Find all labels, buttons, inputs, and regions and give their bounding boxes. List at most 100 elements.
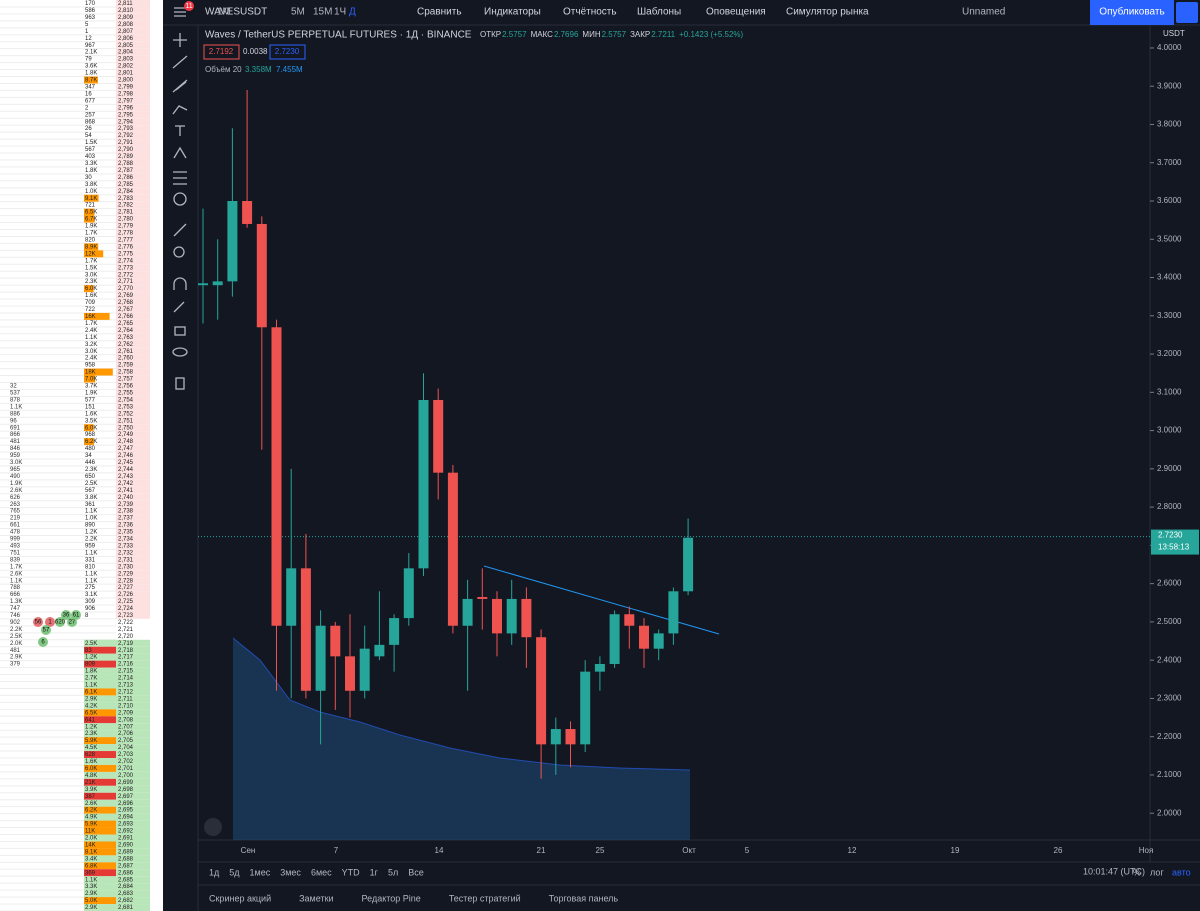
price-cell bbox=[116, 674, 150, 682]
bid-cell bbox=[84, 639, 116, 647]
candle-body bbox=[433, 399, 444, 473]
price: 2,744 bbox=[118, 467, 134, 473]
range-button[interactable]: 1мес bbox=[250, 867, 271, 877]
bubble-label: 61 bbox=[73, 613, 80, 619]
range-button[interactable]: 6мес bbox=[311, 867, 332, 877]
price-cell bbox=[116, 535, 150, 543]
price: 2,733 bbox=[118, 543, 134, 549]
price: 2,731 bbox=[118, 557, 134, 563]
price-cell bbox=[116, 396, 150, 404]
range-button[interactable]: 5д bbox=[229, 867, 240, 877]
price-cell bbox=[116, 493, 150, 501]
interval[interactable]: 5М bbox=[291, 7, 305, 18]
price-cell bbox=[116, 452, 150, 459]
panel-tab[interactable]: Скринер акций bbox=[209, 893, 271, 903]
ask-volume: 567 bbox=[85, 147, 96, 153]
volume-highlight bbox=[84, 243, 99, 251]
x-tick-label: Окт bbox=[682, 846, 696, 855]
ohlc-label: ОТКР bbox=[480, 30, 501, 39]
range-button[interactable]: 1г bbox=[370, 867, 379, 877]
bid-cell bbox=[84, 862, 116, 870]
price: 2,768 bbox=[118, 300, 134, 306]
trade-size: 878 bbox=[10, 397, 21, 403]
price-cell bbox=[116, 118, 150, 126]
volume-highlight bbox=[84, 438, 94, 446]
panel-tab[interactable]: Тестер стратегий bbox=[449, 893, 521, 903]
bid-cell bbox=[84, 758, 116, 765]
ask-volume: 1.7K bbox=[85, 321, 97, 327]
toolbar-button[interactable]: Оповещения bbox=[706, 7, 766, 18]
trend-line[interactable] bbox=[483, 565, 720, 635]
price: 2,761 bbox=[118, 349, 134, 355]
price: 2,688 bbox=[118, 856, 134, 862]
scale-option[interactable]: авто bbox=[1172, 867, 1191, 877]
ask-volume: 403 bbox=[85, 154, 96, 160]
bid-volume: 2.3K bbox=[85, 731, 97, 737]
price-cell bbox=[116, 319, 150, 327]
bid-volume: 2.6K bbox=[85, 801, 97, 807]
toolbar-button[interactable]: Симулятор рынка bbox=[786, 7, 869, 18]
candle-body bbox=[286, 568, 297, 626]
price: 2,803 bbox=[118, 57, 134, 63]
toolbar-button[interactable]: Отчётность bbox=[563, 7, 617, 18]
replay-button[interactable] bbox=[1176, 2, 1198, 23]
toolbar-button[interactable]: Сравнить bbox=[417, 7, 462, 18]
publish-label[interactable]: Опубликовать bbox=[1099, 6, 1164, 18]
price-cell bbox=[116, 577, 150, 585]
price: 2,707 bbox=[118, 724, 134, 730]
range-button[interactable]: 5л bbox=[388, 867, 398, 877]
price: 2,702 bbox=[118, 759, 134, 765]
bid-volume: 6.5K bbox=[85, 710, 97, 716]
trade-size: 866 bbox=[10, 432, 21, 438]
price-cell bbox=[116, 570, 150, 578]
trade-bubble bbox=[55, 617, 65, 627]
interval[interactable]: 1М bbox=[217, 7, 231, 18]
symbol[interactable]: WAVESUSDT bbox=[205, 7, 267, 18]
price-cell bbox=[116, 375, 150, 383]
bid-volume: 5.9K bbox=[85, 738, 97, 744]
ask-volume: 2 bbox=[85, 105, 89, 111]
toolbar-button[interactable]: Шаблоны bbox=[637, 6, 681, 18]
volume-highlight bbox=[84, 250, 104, 258]
panel-tab[interactable]: Редактор Pine bbox=[362, 893, 421, 903]
price: 2,683 bbox=[118, 891, 134, 897]
bid-volume: 1.2K bbox=[85, 724, 97, 730]
bid-cell bbox=[84, 681, 116, 689]
price: 2,774 bbox=[118, 258, 134, 264]
bid-box[interactable] bbox=[203, 44, 240, 60]
price: 2,757 bbox=[118, 377, 134, 383]
toolbar-button[interactable]: Индикаторы bbox=[484, 7, 541, 18]
interval[interactable]: 15М bbox=[313, 7, 332, 18]
price-cell bbox=[116, 152, 150, 160]
x-tick-label: 26 bbox=[1054, 846, 1063, 855]
panel-tab[interactable]: Заметки bbox=[299, 893, 333, 903]
layout-name[interactable]: Unnamed bbox=[962, 7, 1005, 18]
ask-box[interactable] bbox=[269, 44, 306, 60]
ask-volume: 1.7K bbox=[85, 258, 97, 264]
price: 2,760 bbox=[118, 356, 134, 362]
bubble-label: 27 bbox=[69, 620, 76, 626]
bid-cell bbox=[84, 764, 116, 772]
interval[interactable]: 1Ч bbox=[334, 7, 346, 18]
interval[interactable]: Д bbox=[349, 7, 356, 18]
price-cell bbox=[116, 6, 150, 14]
price: 2,808 bbox=[118, 22, 134, 28]
price-cell bbox=[116, 458, 150, 466]
panel-tab[interactable]: Торговая панель bbox=[549, 893, 619, 903]
candle-body bbox=[374, 644, 385, 657]
bid-volume: 8.1K bbox=[85, 849, 97, 855]
scale-option[interactable]: % bbox=[1133, 867, 1141, 877]
price-cell bbox=[116, 340, 150, 348]
range-button[interactable]: Все bbox=[408, 867, 424, 877]
bid-cell bbox=[84, 695, 116, 703]
trade-size: 478 bbox=[10, 530, 21, 536]
bid-cell bbox=[84, 834, 116, 842]
drawing-tools[interactable] bbox=[172, 7, 188, 390]
price-cell bbox=[116, 285, 150, 293]
scale-option[interactable]: лог bbox=[1150, 867, 1164, 877]
price-cell bbox=[116, 403, 150, 411]
range-button[interactable]: 3мес bbox=[280, 867, 301, 877]
range-button[interactable]: YTD bbox=[342, 867, 361, 877]
publish-button[interactable] bbox=[1090, 0, 1174, 25]
range-button[interactable]: 1д bbox=[209, 867, 220, 877]
